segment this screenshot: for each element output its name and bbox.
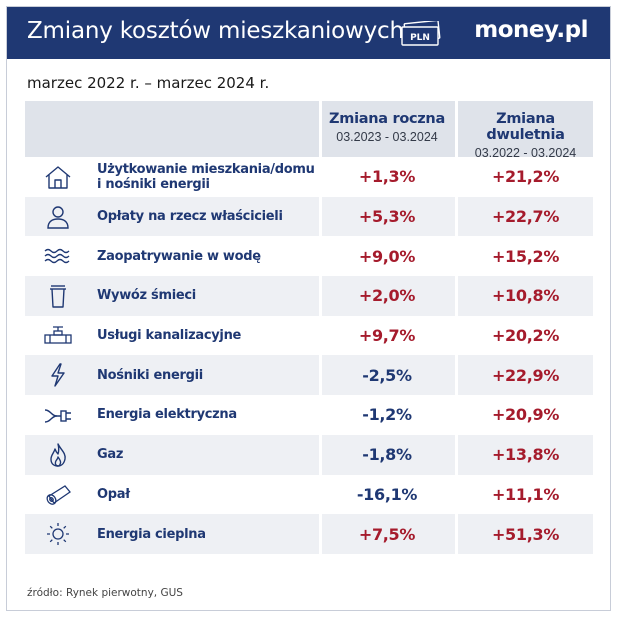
row-label-line1: Użytkowanie mieszkania/domu bbox=[97, 161, 315, 177]
header-bar: Zmiany kosztów mieszkaniowych PLN money.… bbox=[7, 7, 610, 59]
row-label-line1: Energia cieplna bbox=[97, 526, 206, 542]
table-body: Użytkowanie mieszkania/domu i nośniki ene… bbox=[25, 157, 593, 554]
plug-icon bbox=[43, 402, 73, 428]
brand-logo: money.pl bbox=[474, 17, 588, 43]
annual-change-value: -16,1% bbox=[356, 484, 418, 504]
biennial-change-value: +21,2% bbox=[491, 167, 560, 187]
row-label-line1: Wywóz śmieci bbox=[97, 288, 196, 304]
annual-change-value: +9,0% bbox=[358, 246, 416, 266]
row-label-line1: Nośniki energii bbox=[97, 367, 203, 383]
page-title: Zmiany kosztów mieszkaniowych bbox=[27, 18, 404, 44]
column-title-biennial: Zmiana dwuletnia bbox=[486, 111, 565, 143]
biennial-change-value: +22,7% bbox=[491, 207, 560, 227]
cost-table: Zmiana roczna 03.2023 - 03.2024 Zmiana d… bbox=[25, 101, 593, 554]
row-label: Użytkowanie mieszkania/domu i nośniki ene… bbox=[97, 157, 315, 197]
flame-icon bbox=[43, 442, 73, 468]
infographic-card: Zmiany kosztów mieszkaniowych PLN money.… bbox=[6, 6, 611, 611]
row-label-line1: Opłaty na rzecz właścicieli bbox=[97, 209, 283, 225]
table-row: Usługi kanalizacyjne +9,7% +20,2% bbox=[25, 316, 593, 356]
biennial-change-value: +51,3% bbox=[491, 524, 560, 544]
biennial-change-value: +20,2% bbox=[491, 326, 560, 346]
row-label: Zaopatrywanie w wodę bbox=[97, 236, 261, 276]
table-header-row: Zmiana roczna 03.2023 - 03.2024 Zmiana d… bbox=[25, 101, 593, 160]
biennial-change-value: +13,8% bbox=[491, 445, 560, 465]
row-label: Usługi kanalizacyjne bbox=[97, 316, 241, 356]
row-label-line1: Gaz bbox=[97, 447, 124, 463]
source-note: źródło: Rynek pierwotny, GUS bbox=[27, 587, 183, 599]
row-label: Wywóz śmieci bbox=[97, 276, 196, 316]
trash-bin-icon bbox=[43, 283, 73, 309]
log-icon bbox=[43, 482, 73, 508]
row-label-line1: Energia elektryczna bbox=[97, 407, 237, 423]
table-row: Opłaty na rzecz właścicieli +5,3% +22,7% bbox=[25, 196, 593, 237]
row-label: Nośniki energii bbox=[97, 355, 203, 395]
row-label-line1: Usługi kanalizacyjne bbox=[97, 328, 242, 344]
annual-change-value: -2,5% bbox=[362, 365, 412, 385]
table-row: Użytkowanie mieszkania/domu i nośniki ene… bbox=[25, 157, 593, 197]
sun-icon bbox=[43, 521, 73, 547]
row-label-line1: Opał bbox=[97, 486, 130, 502]
table-row: Energia elektryczna -1,2% +20,9% bbox=[25, 395, 593, 435]
biennial-change-value: +20,9% bbox=[491, 405, 560, 425]
biennial-change-value: +22,9% bbox=[491, 365, 560, 385]
lightning-icon bbox=[43, 362, 73, 388]
annual-change-value: -1,8% bbox=[362, 445, 412, 465]
row-label: Opłaty na rzecz właścicieli bbox=[97, 197, 283, 237]
annual-change-value: -1,2% bbox=[362, 405, 412, 425]
column-divider bbox=[319, 101, 322, 554]
biennial-change-value: +11,1% bbox=[491, 484, 560, 504]
pln-badge-label: PLN bbox=[410, 33, 430, 43]
annual-change-value: +5,3% bbox=[358, 207, 416, 227]
row-label-line1: Zaopatrywanie w wodę bbox=[97, 248, 261, 264]
biennial-change-value: +15,2% bbox=[491, 246, 560, 266]
table-row: Gaz -1,8% +13,8% bbox=[25, 434, 593, 475]
biennial-change-value: +10,8% bbox=[491, 286, 560, 306]
annual-change-value: +9,7% bbox=[358, 326, 416, 346]
column-period-annual: 03.2023 - 03.2024 bbox=[336, 130, 438, 144]
table-row: Zaopatrywanie w wodę +9,0% +15,2% bbox=[25, 236, 593, 276]
row-label: Energia cieplna bbox=[97, 514, 206, 554]
water-waves-icon bbox=[43, 243, 73, 269]
column-period-biennial: 03.2022 - 03.2024 bbox=[474, 146, 577, 160]
table-row: Nośniki energii -2,5% +22,9% bbox=[25, 355, 593, 396]
date-range: marzec 2022 r. – marzec 2024 r. bbox=[27, 74, 270, 92]
row-label: Energia elektryczna bbox=[97, 395, 237, 435]
annual-change-value: +7,5% bbox=[358, 524, 416, 544]
table-row: Opał -16,1% +11,1% bbox=[25, 475, 593, 515]
pipe-valve-icon bbox=[43, 323, 73, 349]
column-divider bbox=[455, 101, 458, 554]
table-row: Energia cieplna +7,5% +51,3% bbox=[25, 514, 593, 554]
row-label: Opał bbox=[97, 475, 130, 515]
annual-change-value: +2,0% bbox=[358, 286, 416, 306]
banknotes-icon: PLN bbox=[401, 21, 441, 46]
table-row: Wywóz śmieci +2,0% +10,8% bbox=[25, 276, 593, 316]
column-header-biennial: Zmiana dwuletnia 03.2022 - 03.2024 bbox=[458, 101, 593, 160]
annual-change-value: +1,3% bbox=[358, 167, 416, 187]
column-title-annual: Zmiana roczna bbox=[329, 111, 445, 127]
house-icon bbox=[43, 164, 73, 190]
column-header-annual: Zmiana roczna 03.2023 - 03.2024 bbox=[320, 101, 454, 157]
row-label: Gaz bbox=[97, 435, 123, 475]
row-label-line2: i nośniki energii bbox=[97, 176, 210, 192]
person-icon bbox=[43, 204, 73, 230]
